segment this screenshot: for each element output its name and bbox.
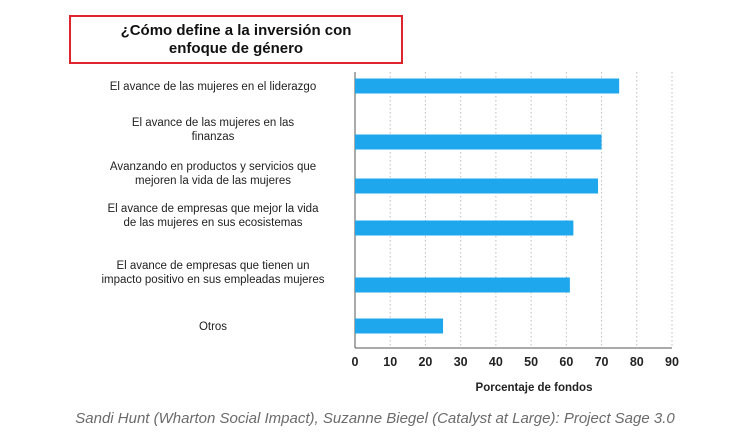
chart-title-line-2: enfoque de género xyxy=(168,39,304,57)
x-axis-title: Porcentaje de fondos xyxy=(476,382,593,394)
bar-4 xyxy=(355,277,570,293)
x-tick-label-90: 90 xyxy=(665,355,679,369)
x-tick-label-0: 0 xyxy=(352,355,359,369)
bar-0 xyxy=(355,78,620,94)
bar-1 xyxy=(355,134,602,150)
x-tick-label-60: 60 xyxy=(559,355,573,369)
category-label-1: El avance de las mujeres en las finanzas xyxy=(132,117,295,143)
x-tick-label-40: 40 xyxy=(489,355,503,369)
category-label-4: El avance de empresas que tienen un impac… xyxy=(101,260,324,286)
category-label-5: Otros xyxy=(199,321,227,333)
category-label-0: El avance de las mujeres en el liderazgo xyxy=(110,81,316,93)
bar-3 xyxy=(355,220,574,236)
x-tick-label-80: 80 xyxy=(630,355,644,369)
chart-title-line-1: ¿Cómo define a la inversión con xyxy=(120,21,352,39)
bar-2 xyxy=(355,178,599,194)
x-tick-label-10: 10 xyxy=(383,355,397,369)
bar-5 xyxy=(355,318,444,334)
x-tick-label-20: 20 xyxy=(418,355,432,369)
category-label-3: El avance de empresas que mejor la vida d… xyxy=(108,203,320,229)
x-tick-label-70: 70 xyxy=(595,355,609,369)
x-tick-label-30: 30 xyxy=(454,355,468,369)
source-caption: Sandi Hunt (Wharton Social Impact), Suza… xyxy=(75,410,675,427)
chart-title-box: ¿Cómo define a la inversión con enfoque … xyxy=(69,15,403,64)
category-label-2: Avanzando en productos y servicios que me… xyxy=(110,161,316,187)
x-tick-label-50: 50 xyxy=(524,355,538,369)
